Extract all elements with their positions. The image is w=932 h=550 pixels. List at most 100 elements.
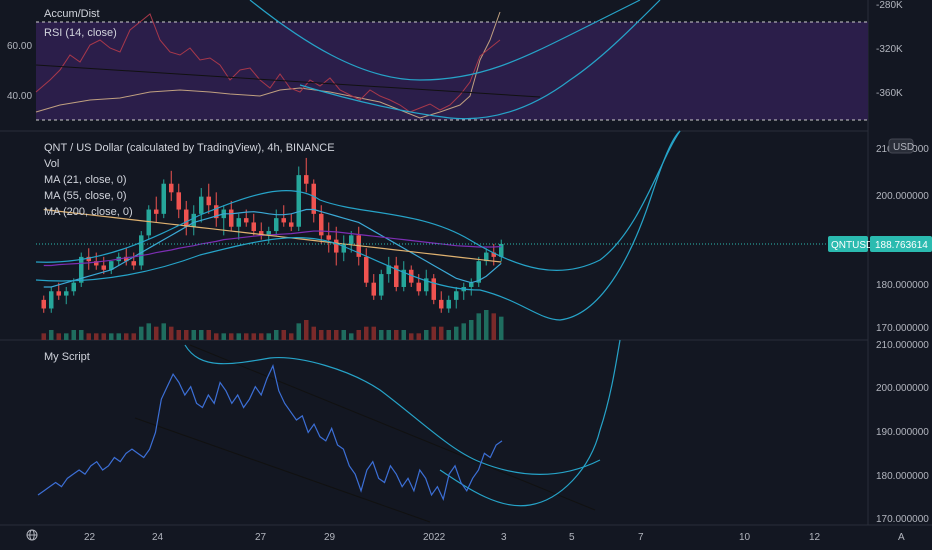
candle-body xyxy=(41,299,46,309)
candle-body xyxy=(109,261,114,270)
volume-bar xyxy=(199,330,204,340)
rsi-line xyxy=(35,13,501,113)
volume-bar xyxy=(289,333,294,340)
legend-ma21: MA (21, close, 0) xyxy=(44,174,127,186)
auto-scale-icon[interactable]: A xyxy=(898,532,905,543)
last-price-tag xyxy=(870,236,932,252)
volume-bar xyxy=(191,330,196,340)
candle-body xyxy=(64,291,69,296)
volume-bar xyxy=(281,330,286,340)
ma21-line xyxy=(43,208,502,288)
script-bollinger-lower xyxy=(439,339,621,507)
candle-body xyxy=(236,218,241,227)
volume-bar xyxy=(454,326,459,340)
volume-bar xyxy=(416,333,421,340)
script-channel-upper xyxy=(189,344,596,511)
top-left-tick-60: 60.00 xyxy=(7,41,32,52)
volume-bar xyxy=(101,333,106,340)
script-bollinger-upper xyxy=(184,344,601,476)
candle-body xyxy=(49,291,54,309)
candle-body xyxy=(206,196,211,206)
candle-body xyxy=(184,209,189,227)
candle-body xyxy=(439,299,444,309)
volume-bar xyxy=(274,330,279,340)
currency-badge[interactable] xyxy=(888,138,914,154)
x-tick-29: 29 xyxy=(324,532,336,543)
my-script-line xyxy=(37,364,503,501)
x-tick-7: 7 xyxy=(638,532,644,543)
last-price-label: 188.763614 xyxy=(875,240,928,251)
legend-vol: Vol xyxy=(44,158,59,170)
candle-body xyxy=(229,209,234,227)
bottom-title: My Script xyxy=(44,351,90,363)
candle-body xyxy=(349,235,354,244)
volume-bar xyxy=(446,330,451,340)
volume-bar xyxy=(259,333,264,340)
candle-body xyxy=(169,183,174,193)
volume-bar xyxy=(491,313,496,340)
candle-body xyxy=(266,231,271,236)
main-bollinger-lower xyxy=(35,130,681,321)
candle-body xyxy=(476,261,481,283)
candle-body xyxy=(244,218,249,223)
candle-body xyxy=(424,278,429,292)
main-title: QNT / US Dollar (calculated by TradingVi… xyxy=(44,142,335,154)
volume-bar xyxy=(139,326,144,340)
volume-bar xyxy=(116,333,121,340)
volume-bar xyxy=(49,330,54,340)
volume-bar xyxy=(349,333,354,340)
ma200-line xyxy=(43,208,502,263)
volume-bars xyxy=(41,310,504,340)
x-tick-24: 24 xyxy=(152,532,164,543)
candle-body xyxy=(139,235,144,266)
bottom-right-tick-210: 210.000000 xyxy=(876,340,929,351)
volume-bar xyxy=(169,326,174,340)
candle-body xyxy=(416,282,421,292)
main-right-tick-200: 200.000000 xyxy=(876,191,929,202)
volume-bar xyxy=(214,333,219,340)
candle-body xyxy=(281,218,286,223)
volume-bar xyxy=(94,333,99,340)
volume-bar xyxy=(146,323,151,340)
x-tick-12: 12 xyxy=(809,532,821,543)
candle-body xyxy=(274,218,279,232)
volume-bar xyxy=(64,333,69,340)
candlestick-series xyxy=(41,157,504,313)
candle-body xyxy=(56,291,61,296)
candle-body xyxy=(94,261,99,266)
currency-badge-label: USD xyxy=(893,142,914,153)
candle-body xyxy=(296,175,301,227)
candle-body xyxy=(386,265,391,275)
volume-bar xyxy=(161,323,166,340)
volume-bar xyxy=(439,326,444,340)
candle-body xyxy=(454,291,459,300)
candle-body xyxy=(251,222,256,232)
candle-body xyxy=(199,196,204,214)
legend-ma200: MA (200, close, 0) xyxy=(44,206,133,218)
candle-body xyxy=(319,213,324,236)
volume-bar xyxy=(244,333,249,340)
bottom-right-tick-190: 190.000000 xyxy=(876,427,929,438)
candle-body xyxy=(161,183,166,214)
volume-bar xyxy=(469,320,474,340)
ma55-line xyxy=(43,230,502,267)
bottom-right-tick-200: 200.000000 xyxy=(876,383,929,394)
legend-ma55: MA (55, close, 0) xyxy=(44,190,127,202)
candle-body xyxy=(394,265,399,287)
candle-body xyxy=(326,235,331,240)
volume-bar xyxy=(56,333,61,340)
candle-body xyxy=(154,209,159,214)
candle-body xyxy=(491,252,496,257)
globe-icon[interactable] xyxy=(26,529,38,541)
candle-body xyxy=(401,269,406,287)
volume-bar xyxy=(484,310,489,340)
volume-bar xyxy=(424,330,429,340)
candle-body xyxy=(214,205,219,219)
volume-bar xyxy=(71,330,76,340)
script-channel-lower xyxy=(134,417,431,523)
candle-body xyxy=(484,252,489,262)
volume-bar xyxy=(124,333,129,340)
volume-bar xyxy=(184,330,189,340)
candle-body xyxy=(409,269,414,283)
